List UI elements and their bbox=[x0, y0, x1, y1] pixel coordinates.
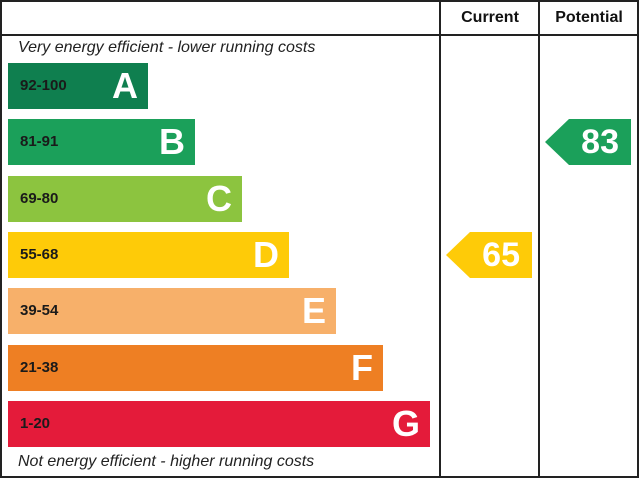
band-letter: F bbox=[351, 347, 373, 388]
band-range-label: 69-80 bbox=[20, 190, 59, 207]
band-range-label: 1-20 bbox=[20, 415, 51, 432]
band-range-label: 92-100 bbox=[20, 77, 67, 94]
top-note: Very energy efficient - lower running co… bbox=[18, 39, 316, 56]
current-rating-value: 65 bbox=[482, 236, 520, 274]
band-f: 21-38 F bbox=[8, 345, 383, 391]
bottom-note: Not energy efficient - higher running co… bbox=[18, 453, 315, 470]
current-rating-arrow: 65 bbox=[446, 232, 532, 278]
band-g: 1-20 G bbox=[8, 401, 430, 447]
potential-rating-value: 83 bbox=[581, 123, 619, 161]
band-range-label: 21-38 bbox=[20, 359, 59, 376]
band-letter: B bbox=[159, 121, 185, 162]
band-d: 55-68 D bbox=[8, 232, 289, 278]
band-b: 81-91 B bbox=[8, 119, 195, 165]
band-range-label: 81-91 bbox=[20, 133, 59, 150]
potential-arrow-shape bbox=[545, 119, 631, 165]
band-range-label: 39-54 bbox=[20, 302, 59, 319]
band-letter: C bbox=[206, 178, 232, 219]
current-arrow-shape bbox=[446, 232, 532, 278]
band-letter: E bbox=[301, 290, 326, 331]
band-a: 92-100 A bbox=[8, 63, 148, 109]
band-letter: A bbox=[112, 65, 138, 106]
potential-rating-arrow: 83 bbox=[545, 119, 631, 165]
current-header: Current bbox=[461, 9, 519, 26]
band-letter: G bbox=[391, 403, 420, 444]
potential-header: Potential bbox=[555, 9, 623, 26]
band-e: 39-54 E bbox=[8, 288, 336, 334]
band-letter: D bbox=[253, 234, 279, 275]
band-range-label: 55-68 bbox=[20, 246, 59, 263]
band-c: 69-80 C bbox=[8, 176, 242, 222]
